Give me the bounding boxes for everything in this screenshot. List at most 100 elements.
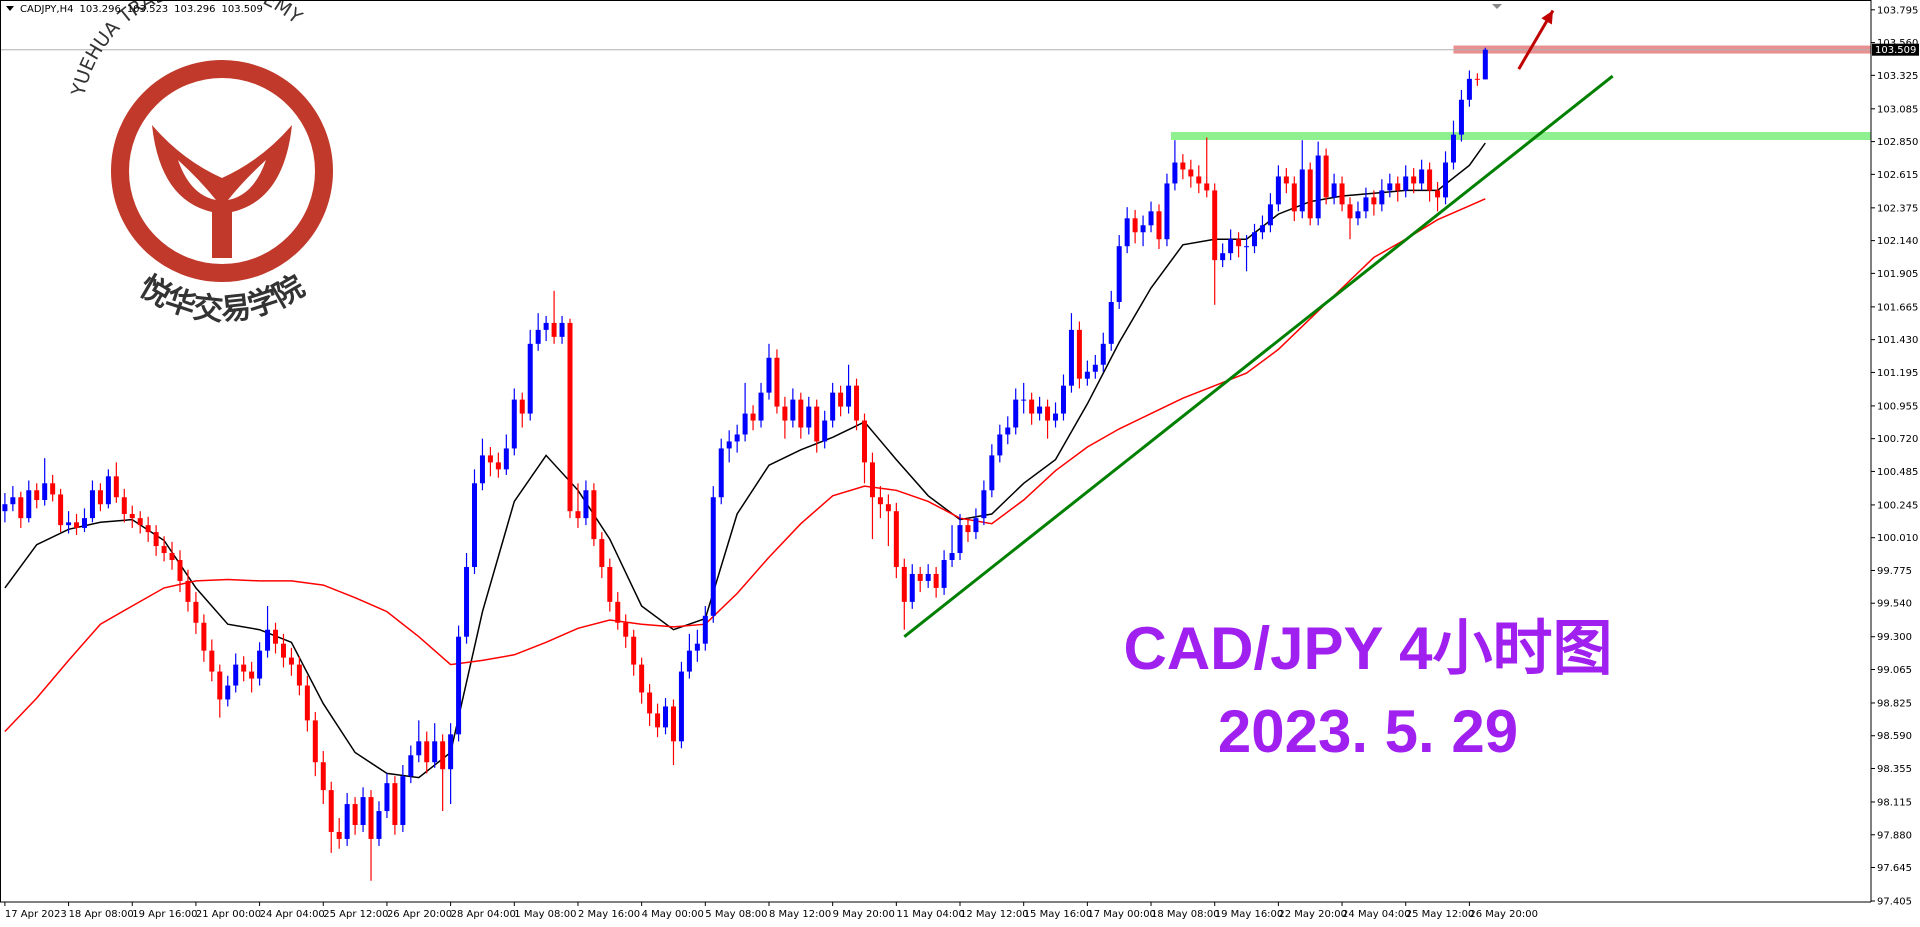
y-tick-label: 101.665: [1877, 302, 1918, 313]
y-tick-label: 100.720: [1877, 434, 1918, 445]
candle-body: [1379, 190, 1385, 205]
x-tick-label: 21 Apr 00:00: [196, 909, 261, 920]
header-open: 103.296: [79, 4, 120, 15]
price-box: [1872, 43, 1919, 56]
candle-body: [1363, 197, 1369, 212]
candle-body: [1403, 176, 1409, 191]
candle-body: [201, 622, 207, 651]
candle-body: [726, 441, 732, 449]
shift-marker: [1492, 4, 1502, 9]
candle-body: [655, 713, 661, 728]
candle-body: [814, 406, 820, 442]
candle-body: [121, 497, 127, 514]
candle-body: [670, 706, 676, 742]
candle-body: [440, 741, 446, 770]
candle-body: [18, 497, 24, 519]
candle-body: [750, 413, 756, 421]
candle-body: [1252, 232, 1258, 247]
candle-body: [1315, 155, 1321, 219]
candle-body: [1228, 239, 1234, 254]
candle-body: [169, 553, 175, 561]
candle-body: [901, 566, 907, 602]
candle-body: [1204, 183, 1210, 191]
y-tick-label: 100.010: [1877, 533, 1918, 544]
candle-body: [1450, 134, 1456, 163]
candle-body: [89, 490, 95, 519]
candle-body: [631, 636, 637, 665]
candle-body: [1013, 399, 1019, 428]
candle-body: [257, 650, 263, 679]
candle-body: [663, 706, 669, 728]
y-tick-label: 103.085: [1877, 104, 1918, 115]
candle-body: [1427, 169, 1433, 191]
x-tick-label: 22 May 20:00: [1278, 909, 1347, 920]
candle-body: [1084, 371, 1090, 379]
candle-body: [1196, 176, 1202, 184]
x-tick-label: 18 Apr 08:00: [69, 909, 134, 920]
y-tick-label: 97.405: [1877, 897, 1912, 908]
candle-body: [1124, 218, 1130, 247]
x-tick-label: 11 May 04:00: [896, 909, 965, 920]
candle-body: [58, 494, 64, 526]
candle-body: [161, 546, 167, 554]
candle-body: [145, 525, 151, 533]
candle-body: [1132, 218, 1138, 233]
candle-body: [479, 455, 485, 484]
candle-body: [686, 650, 692, 672]
candle-body: [360, 797, 366, 825]
candle-body: [1068, 329, 1074, 386]
candle-body: [304, 685, 310, 721]
moving-average: [4, 142, 1486, 779]
trendline: [903, 74, 1614, 638]
candle-body: [328, 790, 334, 832]
x-tick-label: 17 Apr 2023: [5, 909, 67, 920]
candle-body: [1244, 246, 1250, 248]
candle-body: [527, 343, 533, 414]
candle-body: [591, 490, 597, 540]
y-tick-label: 98.355: [1877, 764, 1912, 775]
candle-body: [1395, 183, 1401, 191]
arrow-head: [1541, 10, 1553, 25]
candle-body: [1291, 183, 1297, 212]
candle-body: [42, 483, 48, 501]
candle-body: [1435, 190, 1441, 198]
logo-ring: [111, 60, 333, 282]
candle-body: [113, 476, 119, 498]
candle-body: [225, 685, 231, 700]
x-tick-label: 1 May 08:00: [514, 909, 576, 920]
candle-body: [559, 322, 565, 337]
candle-body: [973, 518, 979, 533]
candle-body: [1387, 183, 1393, 191]
candle-body: [774, 357, 780, 407]
candle-body: [432, 741, 438, 763]
candle-body: [1045, 406, 1051, 421]
x-tick-label: 2 May 16:00: [578, 909, 640, 920]
candle-body: [368, 797, 374, 839]
candle-body: [74, 522, 80, 528]
candle-body: [885, 504, 891, 512]
price-box-label: 103.509: [1875, 45, 1916, 56]
candle-body: [320, 762, 326, 791]
candle-body: [846, 385, 852, 407]
x-tick-label: 18 May 08:00: [1151, 909, 1220, 920]
candle-body: [273, 629, 279, 644]
candle-body: [1156, 211, 1162, 240]
y-tick-label: 103.795: [1877, 5, 1918, 16]
candle-body: [209, 650, 215, 672]
candle-body: [639, 664, 645, 693]
price-zone: [1170, 132, 1871, 141]
candle-body: [933, 573, 939, 588]
chart-header: CADJPY,H4 103.296 103.523 103.296 103.509: [20, 4, 263, 15]
candle-body: [535, 329, 541, 344]
candle-body: [766, 357, 772, 393]
candle-body: [408, 755, 414, 777]
candle-body: [1236, 239, 1242, 247]
candle-body: [822, 420, 828, 442]
y-tick-label: 102.615: [1877, 170, 1918, 181]
candle-body: [838, 392, 844, 407]
candle-body: [384, 783, 390, 812]
candle-body: [1092, 364, 1098, 372]
header-low: 103.296: [174, 4, 215, 15]
plot-layer: [0, 9, 1871, 881]
